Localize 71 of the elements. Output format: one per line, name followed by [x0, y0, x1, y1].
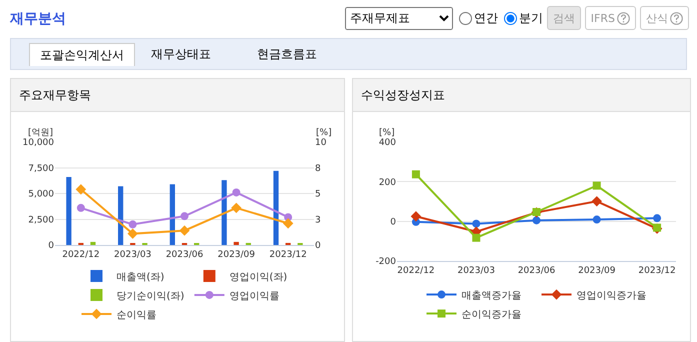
point — [532, 216, 540, 224]
y-tick-label: 5,000 — [28, 190, 54, 200]
x-tick-label: 2023/06 — [166, 250, 204, 260]
x-tick-label: 2023/09 — [218, 250, 256, 260]
text: 연간 — [472, 10, 498, 26]
point — [592, 196, 602, 206]
y2-tick-label: 8 — [315, 164, 321, 174]
point — [76, 204, 85, 212]
bar — [90, 242, 96, 245]
x-tick-label: 2023/03 — [458, 266, 495, 276]
point — [179, 225, 190, 236]
text: 현금흐름표 — [256, 46, 318, 63]
x-tick-label: 2023/03 — [114, 250, 152, 260]
chart-title: 수익성장성지표 — [353, 79, 690, 112]
x-tick-label: 2022/12 — [397, 266, 435, 276]
chart-title: 주요재무항목 — [11, 79, 344, 112]
bar — [170, 184, 175, 245]
point — [592, 216, 601, 224]
y-axis-title: [%] — [379, 128, 395, 138]
y-tick-label: 200 — [378, 178, 396, 188]
y-tick-label: 2,500 — [28, 215, 54, 226]
point — [128, 220, 137, 228]
point — [76, 184, 86, 195]
x-tick-label: 2022/12 — [62, 250, 100, 260]
legend-label: 순이익률 — [116, 310, 156, 321]
y-tick-label: 7,500 — [28, 164, 54, 174]
x-tick-label: 2023/12 — [638, 266, 676, 276]
text: 재무분석 — [10, 10, 66, 28]
point — [128, 228, 138, 239]
bar — [66, 177, 72, 245]
y2-tick-label: 10 — [315, 138, 327, 148]
point — [472, 234, 480, 242]
y2-tick-label: 5 — [315, 190, 321, 200]
point — [180, 212, 188, 220]
y-tick-label: -200 — [376, 257, 396, 268]
point — [410, 211, 422, 222]
y2-tick-label: 0 — [315, 241, 321, 252]
text: 분기 — [518, 10, 543, 26]
bar — [234, 242, 239, 245]
text: 주재무제표 — [344, 6, 453, 30]
bar — [273, 170, 279, 245]
x-tick-label: 2023/12 — [269, 250, 307, 260]
text: IFRS — [584, 6, 636, 30]
legend-label: 순이익증가율 — [462, 309, 522, 320]
y-tick-label: 0 — [390, 217, 396, 228]
y-axis-title: [억원] — [28, 128, 54, 138]
y-tick-label: 0 — [48, 241, 54, 252]
point — [592, 182, 601, 190]
legend-label: 영업이익률 — [229, 290, 280, 302]
legend-label: 영업이익(좌) — [229, 272, 288, 283]
y-tick-label: 10,000 — [22, 138, 54, 148]
legend-label: 매출액증가율 — [462, 290, 522, 302]
x-tick-label: 2023/06 — [518, 266, 556, 276]
point — [472, 220, 480, 228]
y2-tick-label: 3 — [315, 215, 321, 226]
legend-label: 영업이익증가율 — [576, 290, 646, 302]
point — [231, 202, 242, 214]
text: 재무상태표 — [150, 46, 212, 63]
text: 검색 — [546, 6, 581, 30]
x-tick-label: 2023/09 — [578, 266, 616, 276]
point — [412, 170, 420, 178]
y2-axis-title: [%] — [316, 128, 332, 138]
legend-label: 당기순이익(좌) — [116, 290, 184, 302]
point — [232, 188, 240, 196]
text: 산식 — [640, 6, 689, 30]
y-tick-label: 400 — [378, 138, 396, 148]
text: 포괄손익계산서 — [29, 43, 135, 66]
legend-label: 매출액(좌) — [116, 272, 164, 283]
point — [653, 214, 662, 222]
point — [282, 218, 294, 229]
bar — [222, 180, 227, 245]
